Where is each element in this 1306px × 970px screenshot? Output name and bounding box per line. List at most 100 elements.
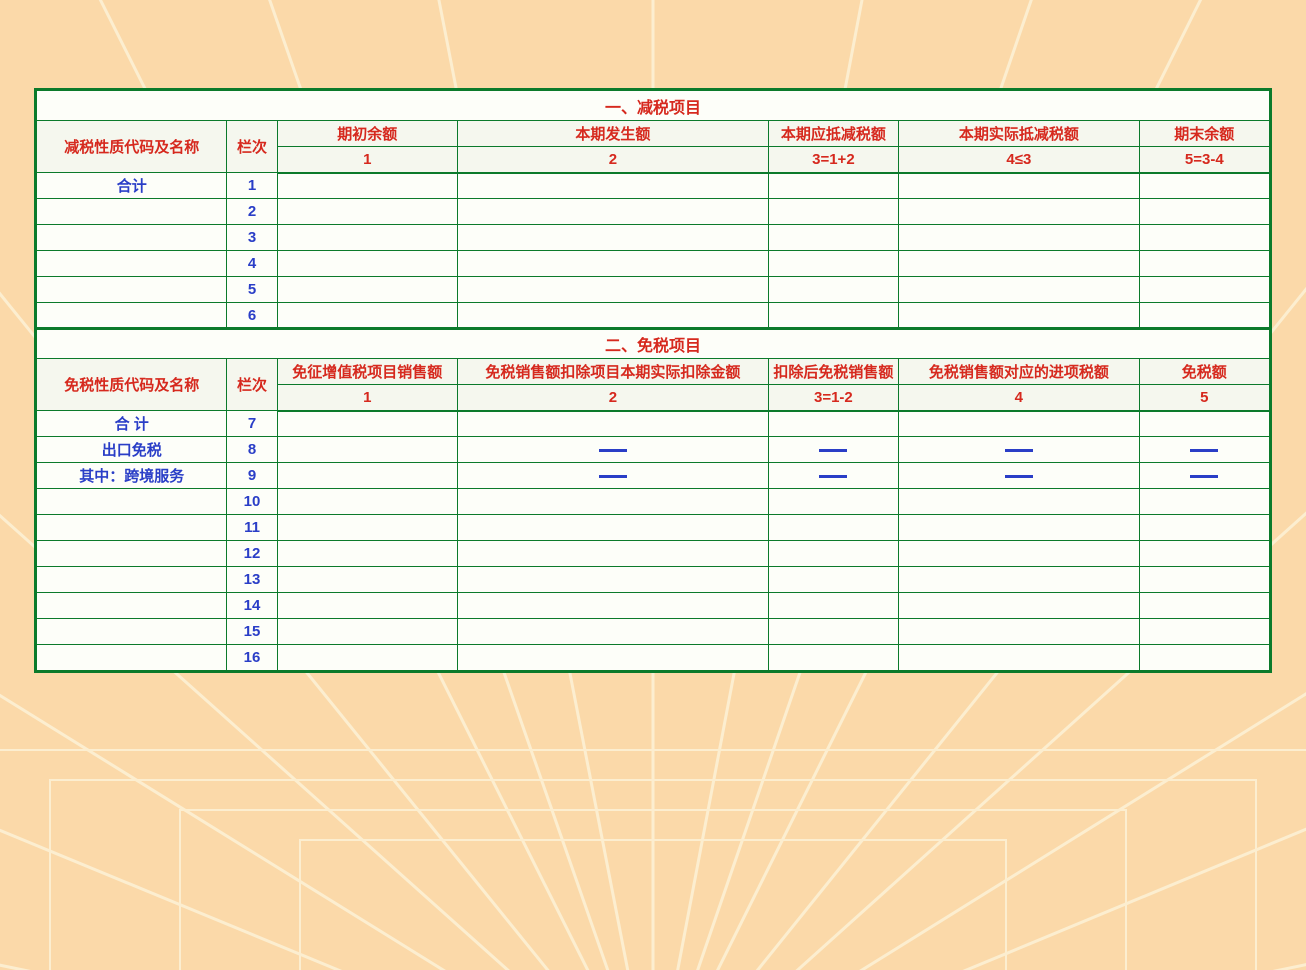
s1-cell[interactable]: [768, 173, 898, 199]
s2-cell[interactable]: [277, 515, 457, 541]
s1-cell[interactable]: [277, 199, 457, 225]
s2-cell[interactable]: [277, 619, 457, 645]
s1-cell[interactable]: [1139, 173, 1269, 199]
s2-cell[interactable]: [768, 645, 898, 671]
table-row: 5: [37, 277, 1270, 303]
s2-cell[interactable]: [457, 411, 768, 437]
dash-icon: [819, 475, 847, 478]
s1-cell[interactable]: [457, 251, 768, 277]
s1-cell[interactable]: [899, 173, 1140, 199]
s2-cell[interactable]: [899, 541, 1140, 567]
s2-row-label: 其中：跨境服务: [37, 463, 227, 489]
s2-col3-label: 免税销售额对应的进项税额: [899, 359, 1140, 385]
s2-row-label: 合 计: [37, 411, 227, 437]
s2-cell[interactable]: [768, 541, 898, 567]
s1-cell[interactable]: [899, 303, 1140, 329]
s2-cell[interactable]: [1139, 593, 1269, 619]
s2-cell[interactable]: [768, 593, 898, 619]
table-row: 10: [37, 489, 1270, 515]
s1-cell[interactable]: [768, 225, 898, 251]
s1-row-label: [37, 251, 227, 277]
s2-cell[interactable]: [277, 645, 457, 671]
s2-cell[interactable]: [899, 593, 1140, 619]
s2-cell[interactable]: [1139, 645, 1269, 671]
table-row: 其中：跨境服务9: [37, 463, 1270, 489]
s2-cell[interactable]: [457, 515, 768, 541]
s2-cell[interactable]: [277, 541, 457, 567]
s2-cell[interactable]: [899, 437, 1140, 463]
s2-cell[interactable]: [899, 463, 1140, 489]
dash-icon: [599, 449, 627, 452]
s1-cell[interactable]: [768, 251, 898, 277]
s1-cell[interactable]: [457, 225, 768, 251]
table-row: 合计1: [37, 173, 1270, 199]
s2-cell[interactable]: [768, 515, 898, 541]
s2-cell[interactable]: [768, 411, 898, 437]
s2-cell[interactable]: [277, 567, 457, 593]
s1-col4-label: 期末余额: [1139, 121, 1269, 147]
s2-cell[interactable]: [899, 515, 1140, 541]
s2-cell[interactable]: [899, 489, 1140, 515]
s1-cell[interactable]: [1139, 303, 1269, 329]
s1-cell[interactable]: [768, 277, 898, 303]
s2-cell[interactable]: [899, 619, 1140, 645]
s2-cell[interactable]: [457, 567, 768, 593]
s2-cell[interactable]: [277, 463, 457, 489]
s1-cell[interactable]: [277, 277, 457, 303]
s1-col0-label: 期初余额: [277, 121, 457, 147]
s1-cell[interactable]: [277, 225, 457, 251]
s1-cell[interactable]: [1139, 277, 1269, 303]
s2-cell[interactable]: [768, 463, 898, 489]
s1-cell[interactable]: [277, 173, 457, 199]
s2-cell[interactable]: [457, 619, 768, 645]
s2-cell[interactable]: [457, 593, 768, 619]
s2-cell[interactable]: [768, 619, 898, 645]
s1-cell[interactable]: [457, 303, 768, 329]
s2-cell[interactable]: [457, 645, 768, 671]
s2-cell[interactable]: [1139, 437, 1269, 463]
s2-col3-formula: 4: [899, 385, 1140, 411]
s1-cell[interactable]: [768, 303, 898, 329]
s1-cell[interactable]: [1139, 225, 1269, 251]
s2-cell[interactable]: [1139, 541, 1269, 567]
dash-icon: [1005, 475, 1033, 478]
s2-cell[interactable]: [277, 593, 457, 619]
s2-cell[interactable]: [457, 463, 768, 489]
s2-cell[interactable]: [768, 489, 898, 515]
s1-cell[interactable]: [899, 199, 1140, 225]
s2-cell[interactable]: [899, 411, 1140, 437]
s2-row-num: 10: [227, 489, 277, 515]
s2-cell[interactable]: [1139, 411, 1269, 437]
s1-cell[interactable]: [768, 199, 898, 225]
s2-cell[interactable]: [1139, 489, 1269, 515]
s1-cell[interactable]: [899, 251, 1140, 277]
s1-col3-formula: 4≤3: [899, 147, 1140, 173]
s2-col4-label: 免税额: [1139, 359, 1269, 385]
s2-cell[interactable]: [1139, 463, 1269, 489]
s1-cell[interactable]: [457, 277, 768, 303]
s2-cell[interactable]: [457, 541, 768, 567]
s1-cell[interactable]: [1139, 251, 1269, 277]
s1-cell[interactable]: [457, 173, 768, 199]
s2-cell[interactable]: [1139, 567, 1269, 593]
s1-cell[interactable]: [277, 303, 457, 329]
s2-cell[interactable]: [1139, 619, 1269, 645]
s2-cell[interactable]: [768, 567, 898, 593]
s2-cell[interactable]: [277, 437, 457, 463]
s2-cell[interactable]: [899, 567, 1140, 593]
dash-icon: [1190, 449, 1218, 452]
s1-cell[interactable]: [277, 251, 457, 277]
s2-cell[interactable]: [457, 437, 768, 463]
s2-cell[interactable]: [768, 437, 898, 463]
s1-cell[interactable]: [457, 199, 768, 225]
s1-cell[interactable]: [1139, 199, 1269, 225]
s1-cell[interactable]: [899, 277, 1140, 303]
s2-cell[interactable]: [1139, 515, 1269, 541]
s1-col4-formula: 5=3-4: [1139, 147, 1269, 173]
s1-cell[interactable]: [899, 225, 1140, 251]
s2-cell[interactable]: [899, 645, 1140, 671]
s2-cell[interactable]: [277, 489, 457, 515]
s2-cell[interactable]: [277, 411, 457, 437]
s1-row-num: 4: [227, 251, 277, 277]
s2-cell[interactable]: [457, 489, 768, 515]
